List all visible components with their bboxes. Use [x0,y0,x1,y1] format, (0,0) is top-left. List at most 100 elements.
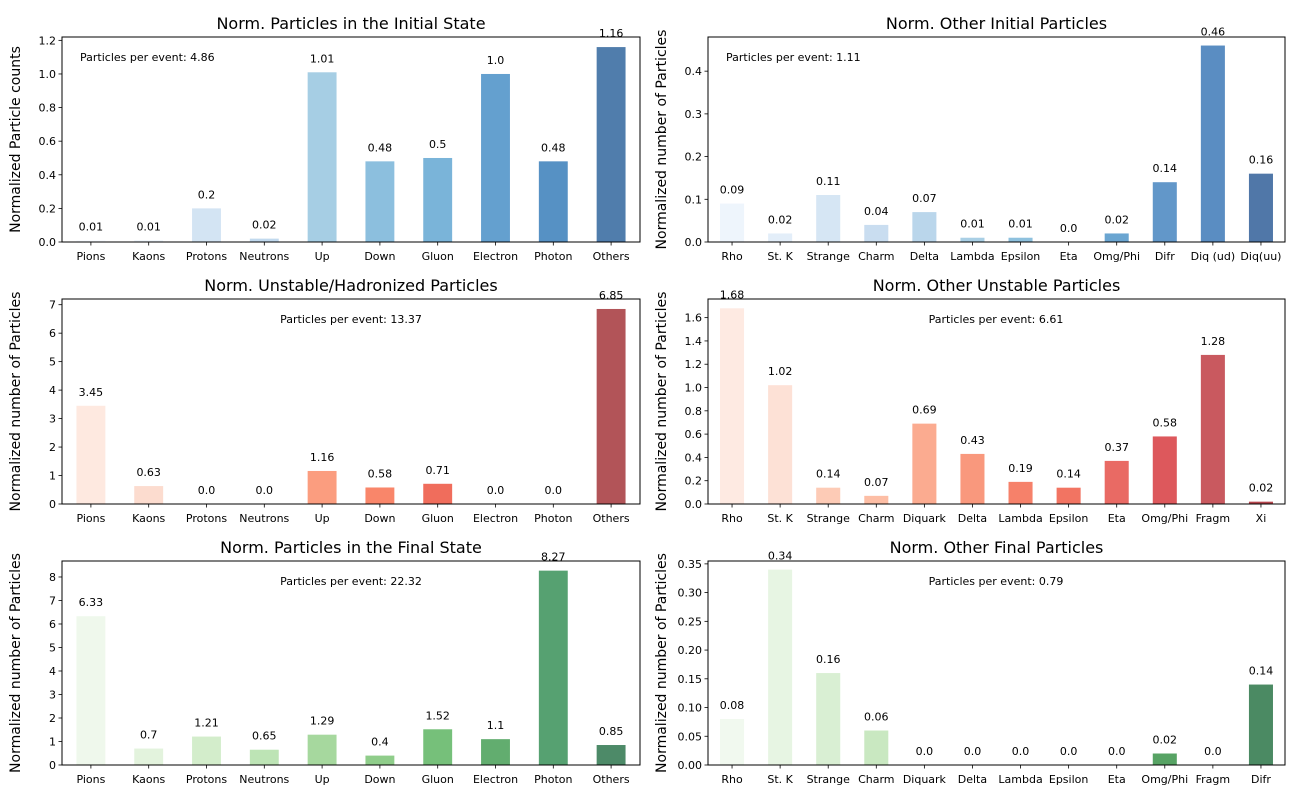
bar [596,308,626,504]
x-tick-label: Neutrons [239,250,289,263]
bar [596,47,626,242]
data-label: 0.01 [960,218,985,231]
plot-frame [61,36,641,243]
y-tick-label: 0.05 [678,730,703,743]
y-tick-label: 0 [49,759,56,772]
x-tick-label: Omg/Phi [1141,512,1188,525]
x-tick-label: Down [364,250,395,263]
chart-panel-1: 0.01 0.01 0.2 0.02 1.01 0.48 0.5 1.0 0.48 1.16 Pio… [8,14,641,263]
data-label: 0.08 [720,699,745,712]
x-tick-label: Epsilon [1049,773,1089,786]
chart-title: Norm. Other Final Particles [890,538,1104,557]
x-tick-label: Rho [721,250,743,263]
data-label: 0.48 [368,141,393,154]
bar [1200,354,1225,504]
bar [134,240,164,242]
bar [76,616,106,765]
y-tick-label: 2 [49,712,56,725]
y-tick-label: 6 [49,618,56,631]
x-tick-label: Rho [721,512,743,525]
x-tick-label: Photon [534,512,572,525]
particles-per-event-annotation: Particles per event: 22.32 [280,575,422,588]
data-label: 0.11 [816,175,841,188]
plot-frame [707,298,1286,505]
y-tick-label: 0.10 [678,702,703,715]
bar [481,73,510,242]
x-tick-label: Strange [807,250,851,263]
x-tick-label: Neutrons [239,512,289,525]
data-label: 0.06 [864,711,889,724]
x-tick-label: Photon [534,773,572,786]
plot-frame [61,298,641,505]
y-tick-label: 0.1 [685,193,703,206]
y-tick-label: 1 [49,470,56,483]
y-tick-label: 0 [49,498,56,511]
x-tick-label: Strange [807,773,851,786]
bar [1152,182,1177,242]
y-tick-label: 0.00 [678,759,703,772]
data-label: 0.58 [1153,416,1178,429]
data-label: 1.1 [487,719,505,732]
data-label: 0.02 [252,219,277,232]
bar [720,203,745,242]
data-label: 0.04 [864,205,889,218]
y-tick-label: 0.4 [685,451,703,464]
data-label: 0.01 [1008,218,1033,231]
chart-panel-2: 0.09 0.02 0.11 0.04 0.07 0.01 0.01 0.0 0.02 0.14 0… [654,14,1286,263]
plot-frame [707,560,1286,766]
bar [768,569,793,765]
x-tick-label: Others [593,250,630,263]
x-tick-label: Delta [958,512,987,525]
x-tick-label: Up [315,773,330,786]
bar [1008,481,1033,504]
y-tick-label: 6 [49,327,56,340]
y-tick-label: 0.4 [39,169,57,182]
x-tick-label: Lambda [950,250,994,263]
x-tick-label: Fragm [1196,773,1231,786]
bar [192,208,221,242]
bar [1248,173,1273,242]
data-label: 0.07 [864,476,889,489]
data-label: 0.71 [425,464,450,477]
data-label: 6.85 [599,289,624,302]
bar [768,385,793,504]
data-label: 0.0 [1108,745,1126,758]
y-tick-label: 1 [49,735,56,748]
x-tick-label: Electron [473,512,518,525]
data-label: 0.0 [198,484,216,497]
data-label: 0.02 [1153,734,1178,747]
chart-title: Norm. Particles in the Final State [220,538,482,557]
chart-title: Norm. Unstable/Hadronized Particles [204,276,497,295]
x-tick-label: Pions [76,773,105,786]
bar [596,745,626,765]
data-label: 0.0 [256,484,274,497]
x-tick-label: Up [315,512,330,525]
bar [134,748,164,765]
data-label: 1.02 [768,365,793,378]
bar [1152,436,1177,504]
data-label: 1.01 [310,52,335,65]
bar [307,72,337,242]
bar [192,736,221,765]
data-label: 0.02 [1104,213,1129,226]
bar [864,730,889,765]
data-label: 0.37 [1104,441,1129,454]
bar [307,734,337,765]
x-tick-label: Delta [910,250,939,263]
y-tick-label: 0.2 [685,475,703,488]
bar [816,195,841,242]
x-tick-label: Electron [473,773,518,786]
y-tick-label: 3 [49,688,56,701]
data-label: 0.0 [545,484,563,497]
bar [1248,684,1273,765]
x-tick-label: Charm [858,250,894,263]
data-label: 0.01 [136,220,161,233]
data-label: 0.07 [912,192,937,205]
x-tick-label: Others [593,512,630,525]
y-tick-label: 8 [49,571,56,584]
x-tick-label: Eta [1108,773,1126,786]
bar [76,405,106,504]
bar [1200,45,1225,242]
x-tick-label: Charm [858,773,894,786]
